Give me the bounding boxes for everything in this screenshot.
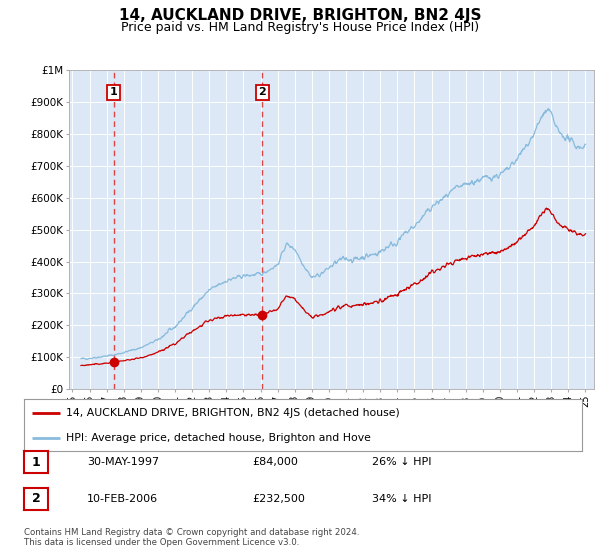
Text: 1: 1 [110, 87, 118, 97]
Text: £232,500: £232,500 [252, 494, 305, 504]
Text: Contains HM Land Registry data © Crown copyright and database right 2024.
This d: Contains HM Land Registry data © Crown c… [24, 528, 359, 547]
Text: 14, AUCKLAND DRIVE, BRIGHTON, BN2 4JS (detached house): 14, AUCKLAND DRIVE, BRIGHTON, BN2 4JS (d… [66, 408, 400, 418]
Text: 34% ↓ HPI: 34% ↓ HPI [372, 494, 431, 504]
Text: 1: 1 [32, 455, 40, 469]
Text: £84,000: £84,000 [252, 457, 298, 467]
Text: 2: 2 [32, 492, 40, 506]
Text: 30-MAY-1997: 30-MAY-1997 [87, 457, 159, 467]
Text: 10-FEB-2006: 10-FEB-2006 [87, 494, 158, 504]
Text: 2: 2 [259, 87, 266, 97]
Text: 14, AUCKLAND DRIVE, BRIGHTON, BN2 4JS: 14, AUCKLAND DRIVE, BRIGHTON, BN2 4JS [119, 8, 481, 24]
Text: HPI: Average price, detached house, Brighton and Hove: HPI: Average price, detached house, Brig… [66, 433, 371, 443]
Text: 26% ↓ HPI: 26% ↓ HPI [372, 457, 431, 467]
Text: Price paid vs. HM Land Registry's House Price Index (HPI): Price paid vs. HM Land Registry's House … [121, 21, 479, 34]
